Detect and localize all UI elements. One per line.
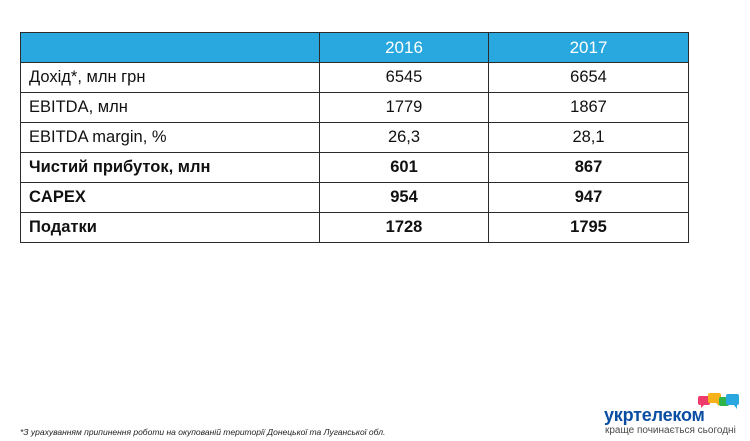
logo-slogan: краще починається сьогодні	[605, 425, 736, 436]
table-row: Чистий прибуток, млн 601 867	[20, 152, 689, 183]
row-label: EBITDA, млн	[20, 92, 320, 123]
value-2016: 1779	[319, 92, 489, 123]
header-blank-cell	[20, 32, 320, 63]
speech-bubbles-icon	[698, 393, 739, 409]
financial-table: 2016 2017 Дохід*, млн грн 6545 6654 EBIT…	[20, 32, 689, 243]
table-row: EBITDA margin, % 26,3 28,1	[20, 122, 689, 153]
value-2016: 26,3	[319, 122, 489, 153]
value-2017: 1867	[488, 92, 689, 123]
row-label: Чистий прибуток, млн	[20, 152, 320, 183]
row-label: CAPEX	[20, 182, 320, 213]
value-2016: 601	[319, 152, 489, 183]
table-header-row: 2016 2017	[20, 32, 689, 63]
value-2016: 954	[319, 182, 489, 213]
value-2017: 947	[488, 182, 689, 213]
value-2017: 28,1	[488, 122, 689, 153]
company-logo: укртелеком краще починається сьогодні	[602, 392, 742, 438]
header-year-2017: 2017	[488, 32, 689, 63]
value-2017: 6654	[488, 62, 689, 93]
value-2017: 1795	[488, 212, 689, 243]
table-row: EBITDA, млн 1779 1867	[20, 92, 689, 123]
logo-wordmark: укртелеком	[604, 405, 705, 425]
footnote: *З урахуванням припинення роботи на окуп…	[20, 427, 386, 437]
header-year-2016: 2016	[319, 32, 489, 63]
value-2016: 6545	[319, 62, 489, 93]
row-label: Дохід*, млн грн	[20, 62, 320, 93]
row-label: Податки	[20, 212, 320, 243]
value-2017: 867	[488, 152, 689, 183]
table-row: CAPEX 954 947	[20, 182, 689, 213]
row-label: EBITDA margin, %	[20, 122, 320, 153]
table-row: Податки 1728 1795	[20, 212, 689, 243]
value-2016: 1728	[319, 212, 489, 243]
table-row: Дохід*, млн грн 6545 6654	[20, 62, 689, 93]
